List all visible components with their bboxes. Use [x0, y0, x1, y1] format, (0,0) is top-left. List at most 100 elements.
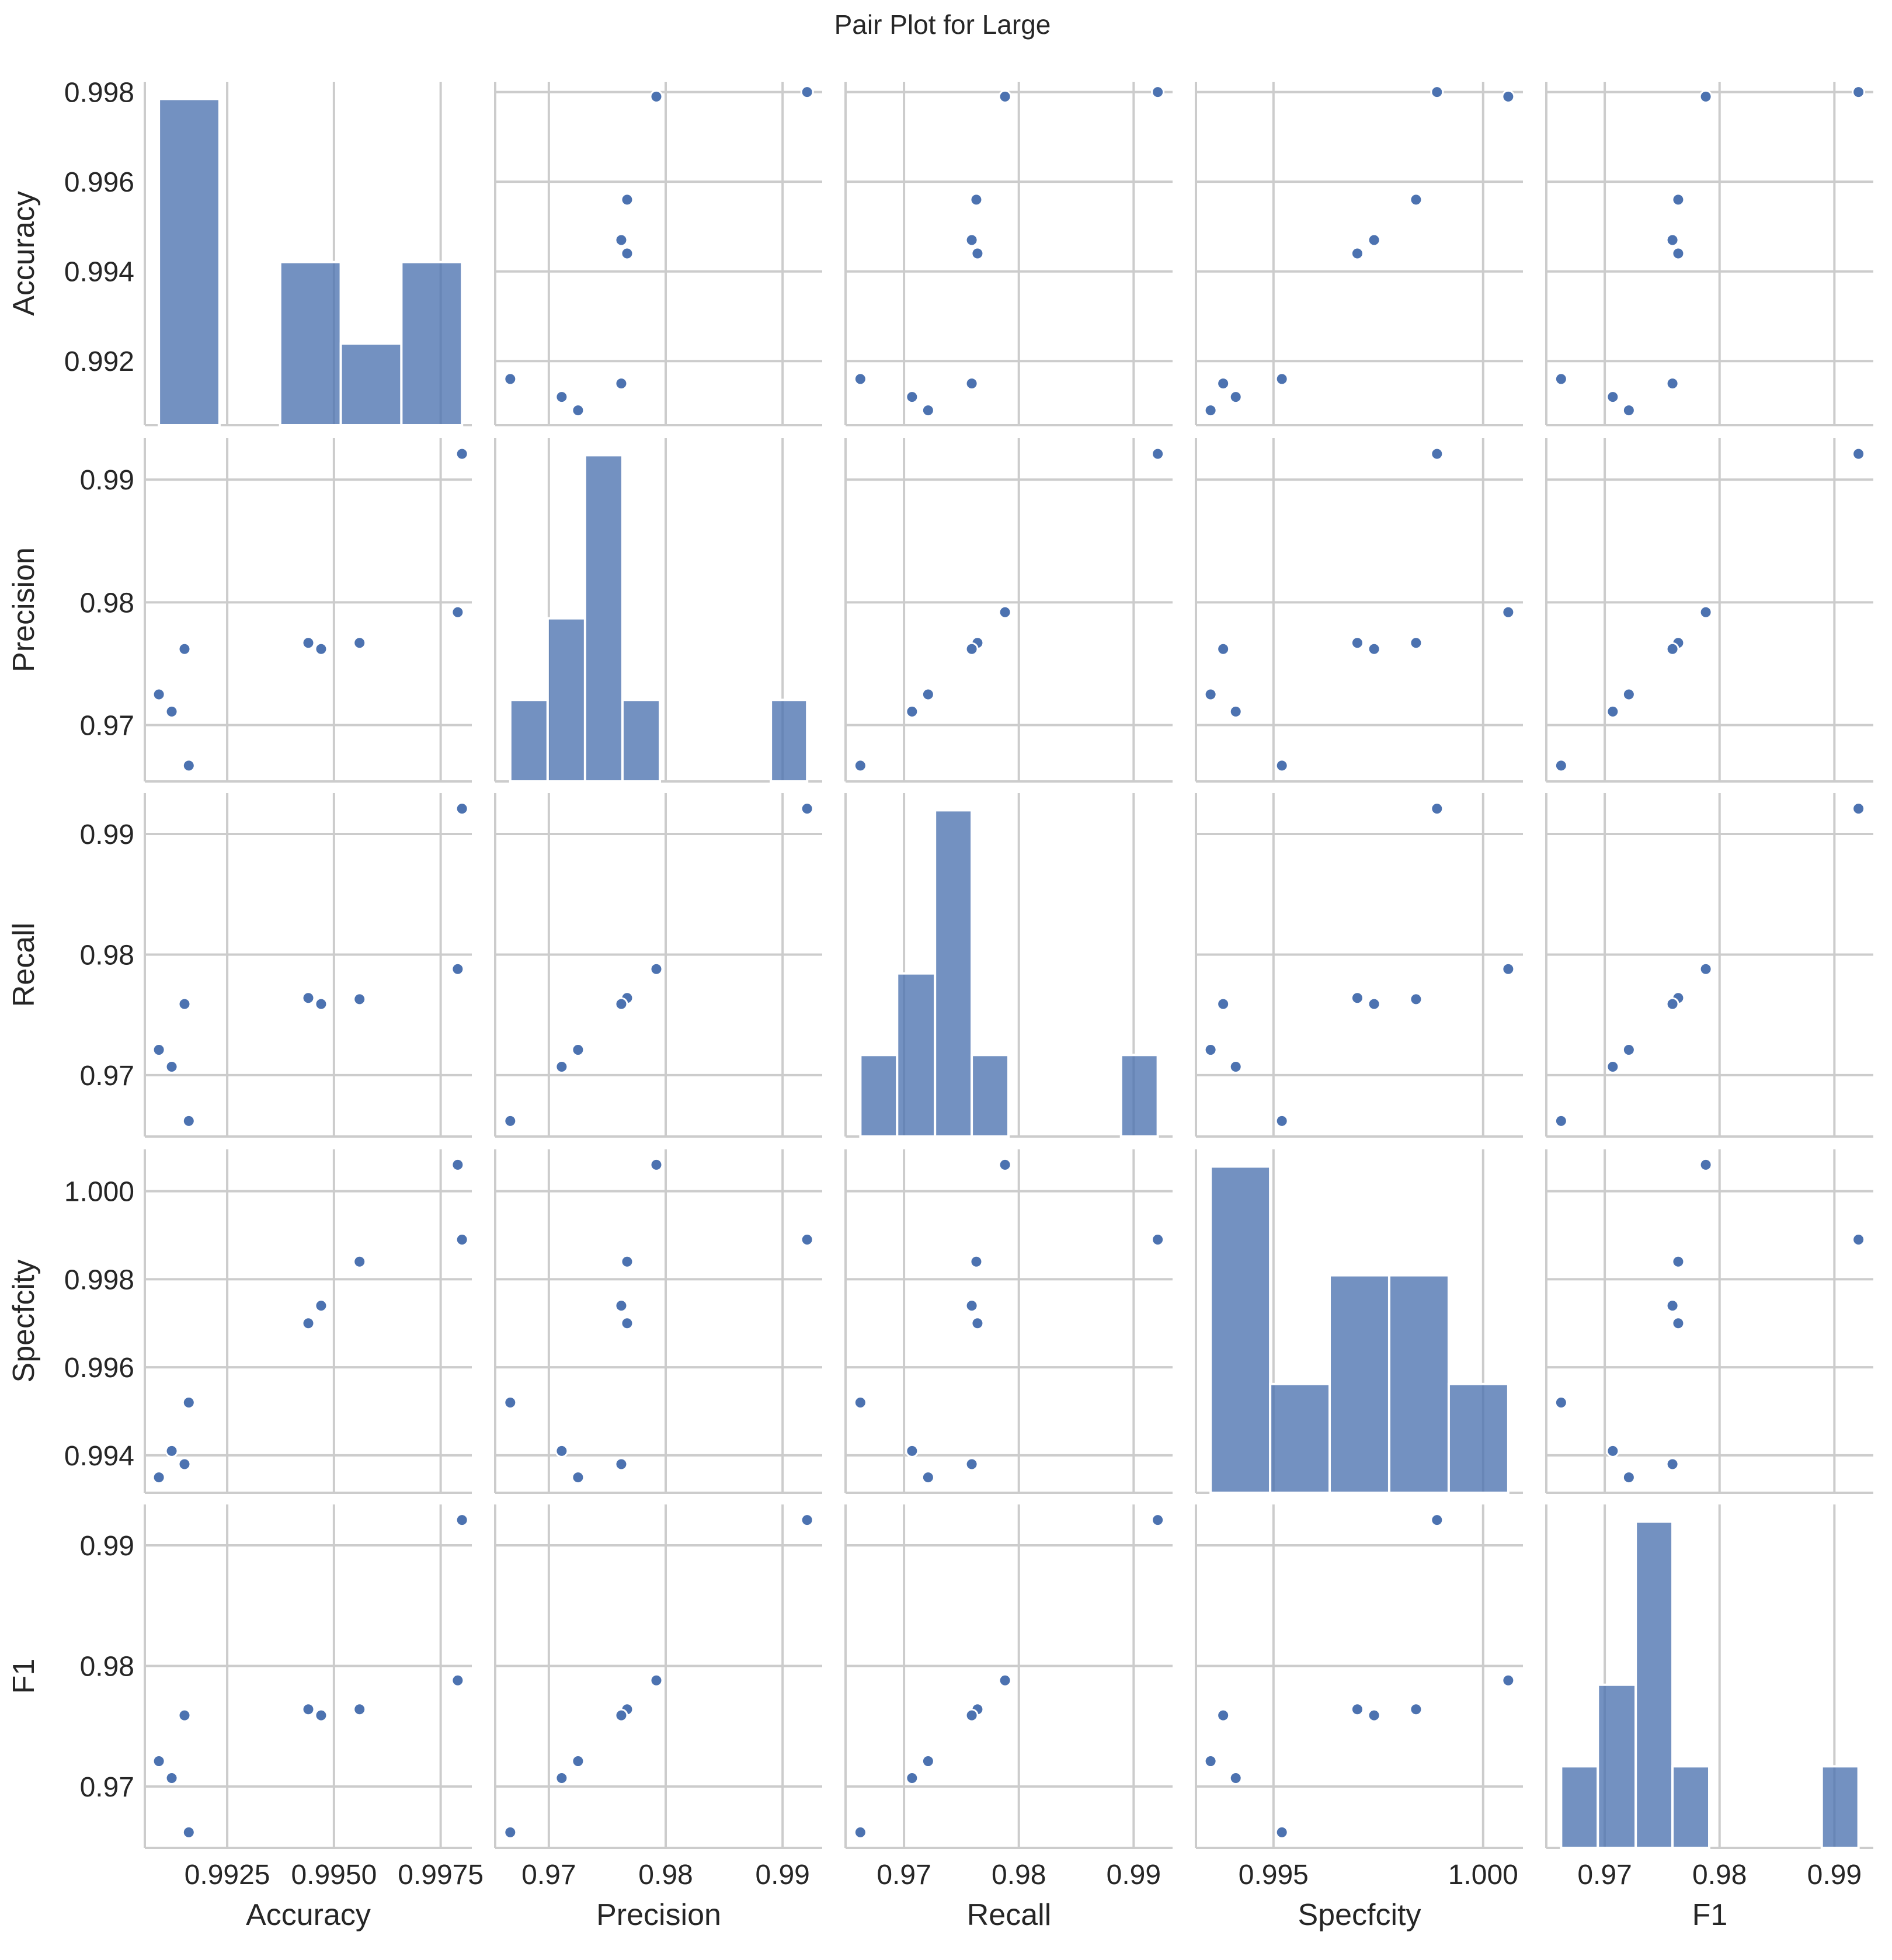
scatter-point [1275, 372, 1289, 386]
scatter-point [1699, 962, 1713, 976]
scatter-point [1852, 1233, 1866, 1247]
scatter-point [800, 1233, 814, 1247]
scatter-point [1367, 642, 1381, 656]
y-tick-label: 0.98 [80, 1651, 134, 1682]
scatter-point [921, 1471, 935, 1485]
x-tick-label: 1.000 [1448, 1860, 1518, 1891]
panel-f1-vs-recall: 0.97 0.98 0.99 Recall [844, 1504, 1173, 1932]
scatter-point [614, 233, 628, 247]
scatter-point [1665, 997, 1679, 1011]
scatter-point [182, 759, 196, 773]
x-tick-label: 0.98 [638, 1860, 693, 1891]
panel-grid: 0.992 0.994 0.996 0.998 Accuracy 0.97 0.98 0.99… [7, 78, 1873, 1932]
scatter-point [1367, 997, 1381, 1011]
scatter-point [1554, 1114, 1568, 1128]
scatter-point [571, 404, 585, 418]
scatter-point [965, 1299, 979, 1313]
y-tick-label: 0.97 [80, 711, 134, 742]
x-tick-label: 0.97 [1577, 1860, 1632, 1891]
scatter-point [1622, 404, 1636, 418]
scatter-point [1852, 85, 1866, 99]
scatter-point [178, 1457, 192, 1471]
scatter-point [1501, 962, 1515, 976]
scatter-point [1699, 89, 1713, 103]
y-tick-label: 1.000 [64, 1177, 134, 1208]
histogram-bar [1269, 1382, 1331, 1495]
histogram-bar [400, 260, 464, 426]
scatter-point [649, 962, 663, 976]
scatter-point [555, 1059, 569, 1073]
scatter-point [853, 759, 867, 773]
y-tick-label: 0.998 [64, 1264, 134, 1295]
y-tick-label: 0.998 [64, 78, 134, 109]
scatter-point [1665, 1299, 1679, 1313]
scatter-point [1151, 85, 1165, 99]
scatter-point [1665, 1457, 1679, 1471]
y-tick-label: 0.996 [64, 167, 134, 198]
scatter-point [182, 1825, 196, 1839]
scatter-point [152, 687, 166, 701]
x-tick-label: 0.995 [1239, 1860, 1309, 1891]
scatter-point [555, 390, 569, 404]
scatter-point [1665, 377, 1679, 391]
scatter-point [1554, 372, 1568, 386]
x-tick-label: 0.97 [877, 1860, 931, 1891]
panel-specfcity-vs-recall [844, 1149, 1173, 1494]
scatter-point [1275, 1114, 1289, 1128]
histogram-bar [509, 698, 549, 783]
scatter-point [301, 636, 315, 650]
histogram-bar [1560, 1765, 1599, 1850]
panel-precision-vs-specfcity [1195, 438, 1523, 783]
scatter-point [178, 997, 192, 1011]
scatter-point [353, 636, 367, 650]
scatter-point [178, 1708, 192, 1722]
x-tick-label: 0.99 [1807, 1860, 1862, 1891]
scatter-point [1554, 1395, 1568, 1409]
panel-f1-vs-accuracy: 0.97 0.98 0.99 F1 0.9925 0.9950 0.9975 Accuracy [7, 1504, 484, 1932]
y-tick-label: 0.992 [64, 346, 134, 377]
x-axis-label: Accuracy [246, 1898, 371, 1932]
y-tick-label: 0.994 [64, 257, 134, 288]
scatter-point [1229, 390, 1243, 404]
scatter-point [965, 233, 979, 247]
panel-precision-vs-accuracy: 0.97 0.98 0.99 Precision [7, 438, 472, 783]
scatter-point [503, 1395, 517, 1409]
scatter-point [1501, 605, 1515, 619]
histogram-bar [1820, 1765, 1860, 1850]
scatter-point [921, 1754, 935, 1768]
scatter-point [1275, 1825, 1289, 1839]
scatter-point [971, 1316, 985, 1330]
scatter-point [965, 1708, 979, 1722]
scatter-point [905, 1444, 919, 1458]
x-tick-label: 0.9925 [185, 1860, 270, 1891]
scatter-point [1554, 759, 1568, 773]
y-tick-label: 0.97 [80, 1061, 134, 1092]
histogram-bar [158, 98, 221, 426]
scatter-point [165, 704, 179, 718]
panel-precision-vs-precision [494, 438, 822, 783]
scatter-point [1350, 1702, 1364, 1716]
histogram-bar [546, 617, 586, 783]
x-tick-label: 0.99 [1107, 1860, 1161, 1891]
histogram-bar [279, 260, 342, 426]
scatter-point [1367, 1708, 1381, 1722]
histogram-bar [339, 342, 403, 426]
scatter-point [571, 1754, 585, 1768]
scatter-point [455, 1513, 469, 1527]
scatter-point [620, 246, 634, 260]
y-axis-label: Precision [7, 547, 41, 672]
histogram-bar [859, 1054, 899, 1138]
scatter-point [853, 372, 867, 386]
scatter-point [1671, 1316, 1685, 1330]
scatter-point [800, 85, 814, 99]
scatter-point [649, 1158, 663, 1172]
y-tick-label: 0.994 [64, 1441, 134, 1472]
scatter-point [620, 1254, 634, 1269]
scatter-point [1606, 1444, 1620, 1458]
scatter-point [314, 1708, 328, 1722]
scatter-point [1216, 377, 1230, 391]
scatter-point [503, 1825, 517, 1839]
scatter-point [1671, 246, 1685, 260]
scatter-point [1409, 1702, 1423, 1716]
scatter-point [353, 1254, 367, 1269]
